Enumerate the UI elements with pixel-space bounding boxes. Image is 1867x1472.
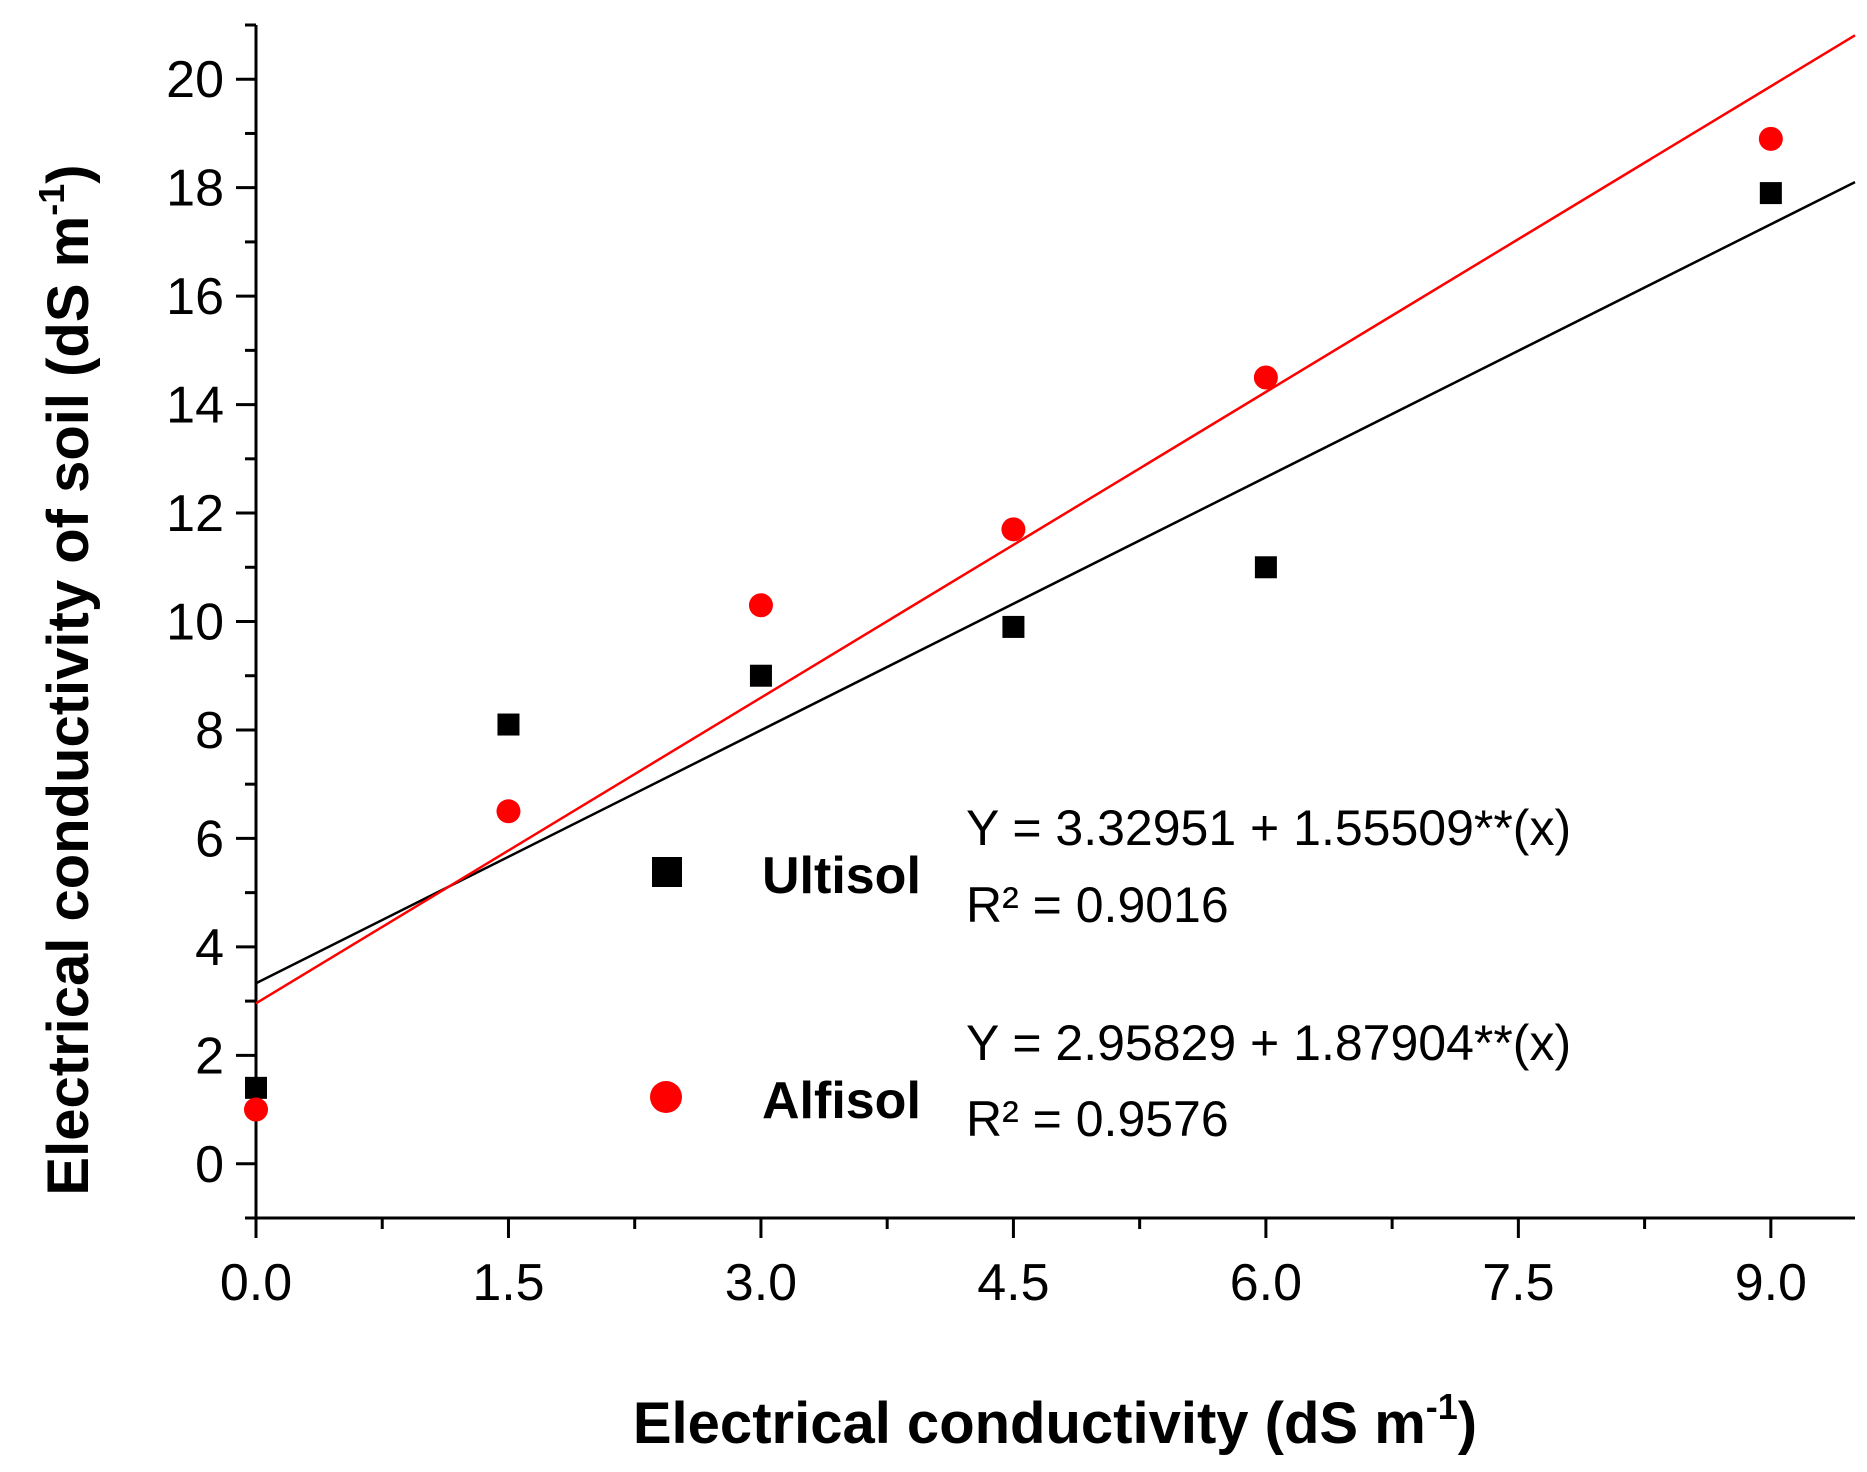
x-axis-ticks [254, 1218, 1773, 1238]
fit-line-ultisol [255, 180, 1856, 985]
data-point-alfisol [1001, 517, 1026, 542]
x-axis-title-sup: -1 [1426, 1386, 1458, 1427]
data-point-ultisol [497, 713, 520, 736]
y-tick-label: 8 [195, 702, 224, 760]
data-point-ultisol [1759, 182, 1782, 205]
legend-label-alfisol: Alfisol [762, 1072, 921, 1130]
y-tick-label: 12 [166, 485, 224, 543]
r2-ultisol: R² = 0.9016 [966, 877, 1229, 933]
legend-marker-alfisol [650, 1081, 682, 1113]
y-tick-label: 2 [195, 1027, 224, 1085]
y-tick-label: 0 [195, 1136, 224, 1194]
legend: Ultisol Y = 3.32951 + 1.55509**(x) R² = … [650, 800, 1571, 1147]
y-axis-title-main: Electrical conductivity of soil (dS m [36, 216, 101, 1196]
y-tick-label: 14 [166, 377, 224, 435]
data-point-alfisol [496, 799, 521, 824]
equation-alfisol: Y = 2.95829 + 1.87904**(x) [966, 1015, 1571, 1071]
y-tick-label: 18 [166, 160, 224, 218]
y-tick-label: 6 [195, 810, 224, 868]
data-point-alfisol [1758, 126, 1783, 151]
data-point-alfisol [748, 593, 773, 618]
x-tick-label: 6.0 [1230, 1254, 1302, 1312]
equation-ultisol: Y = 3.32951 + 1.55509**(x) [966, 800, 1571, 856]
x-axis-title-end: ) [1458, 1391, 1477, 1456]
fit-line-alfisol [255, 34, 1856, 1005]
y-tick-label: 4 [195, 919, 224, 977]
fit-lines [255, 34, 1856, 1005]
x-tick-label: 4.5 [977, 1254, 1049, 1312]
y-axis-title-end: ) [36, 164, 101, 183]
data-points [244, 126, 1783, 1122]
y-tick-label: 16 [166, 268, 224, 326]
legend-label-ultisol: Ultisol [762, 847, 921, 905]
data-point-alfisol [1253, 365, 1278, 390]
x-tick-label: 7.5 [1482, 1254, 1554, 1312]
x-tick-label: 1.5 [472, 1254, 544, 1312]
y-tick-label: 10 [166, 594, 224, 652]
y-tick-label: 20 [166, 51, 224, 109]
x-tick-label: 0.0 [220, 1254, 292, 1312]
y-axis-title: Electrical conductivity of soil (dS m-1) [31, 164, 101, 1195]
x-tick-label: 3.0 [725, 1254, 797, 1312]
y-axis-title-sup: -1 [31, 184, 72, 216]
legend-marker-ultisol [652, 857, 682, 887]
x-tick-label: 9.0 [1735, 1254, 1807, 1312]
x-axis-title-main: Electrical conductivity (dS m [633, 1391, 1426, 1456]
x-axis-title: Electrical conductivity (dS m-1) [633, 1386, 1477, 1456]
y-axis-tick-labels: 0 2 4 6 8 10 12 14 16 18 20 [166, 51, 224, 1194]
data-point-ultisol [749, 664, 772, 687]
data-point-ultisol [1254, 556, 1277, 579]
data-point-ultisol [1002, 615, 1025, 638]
data-point-alfisol [244, 1097, 268, 1122]
x-axis-tick-labels: 0.0 1.5 3.0 4.5 6.0 7.5 9.0 [220, 1254, 1807, 1312]
y-axis-ticks [236, 23, 256, 1220]
r2-alfisol: R² = 0.9576 [966, 1091, 1229, 1147]
data-point-ultisol [245, 1076, 267, 1099]
